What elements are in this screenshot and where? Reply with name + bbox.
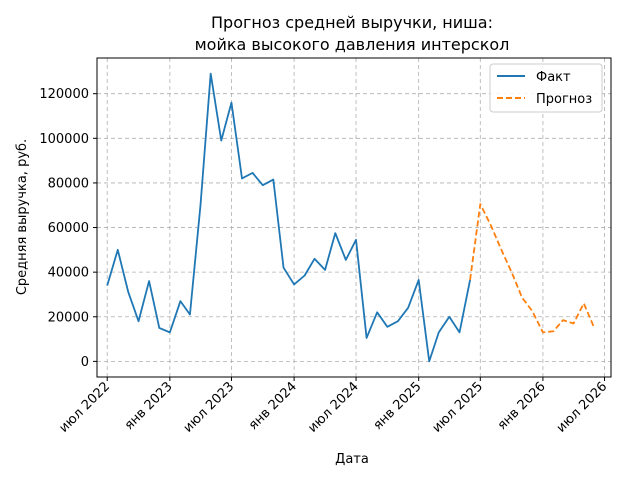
x-tick-label: янв 2025	[371, 379, 425, 433]
series-layer	[106, 72, 596, 363]
ticks: 0 20000 40000 60000 80000 100000 120000 июл 202…	[39, 87, 610, 436]
x-axis-label: Дата	[335, 452, 369, 467]
y-tick-label: 0	[81, 355, 89, 370]
plot-frame	[96, 57, 612, 378]
series-line-fact	[106, 72, 471, 363]
x-tick-label: янв 2026	[495, 379, 549, 433]
y-tick-label: 60000	[48, 221, 89, 236]
y-tick-label: 20000	[48, 310, 89, 325]
series-line-forecast	[469, 203, 596, 334]
x-tick-label: янв 2023	[122, 379, 176, 433]
y-tick-label: 120000	[39, 87, 89, 102]
chart-title-line-1: Прогноз средней выручки, ниша:	[211, 13, 493, 32]
x-tick-label: июл 2023	[181, 379, 238, 436]
x-tick-label: июл 2024	[305, 379, 362, 436]
x-tick-label: июл 2026	[554, 379, 611, 436]
y-axis-label: Средняя выручка, руб.	[15, 139, 30, 295]
y-tick-label: 100000	[39, 132, 89, 147]
y-tick-label: 40000	[48, 266, 89, 281]
x-tick-label: июл 2025	[430, 379, 487, 436]
legend-label-forecast: Прогноз	[536, 92, 592, 107]
legend: Факт Прогноз	[489, 63, 603, 113]
chart-title-line-2: мойка высокого давления интерскол	[195, 35, 510, 54]
legend-label-fact: Факт	[536, 70, 571, 85]
x-tick-label: янв 2024	[246, 379, 300, 433]
x-tick-label: июл 2022	[57, 379, 114, 436]
y-tick-label: 80000	[48, 176, 89, 191]
